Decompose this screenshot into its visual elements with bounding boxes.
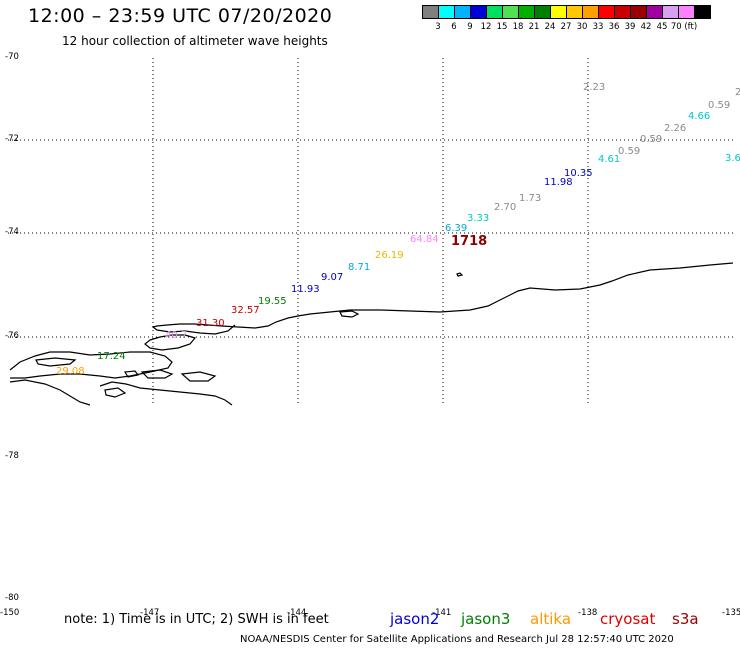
scale-swatch: [646, 5, 663, 19]
footnote: note: 1) Time is in UTC; 2) SWH is in fe…: [64, 612, 329, 627]
scale-label: 27: [560, 22, 572, 32]
scale-swatch: [518, 5, 535, 19]
scale-swatch: [470, 5, 487, 19]
credits-footer: NOAA/NESDIS Center for Satellite Applica…: [240, 634, 674, 645]
color-scale: [422, 5, 711, 19]
legend-altika: altika: [530, 610, 572, 628]
wave-height-label: 2.26: [664, 123, 687, 134]
scale-label: 39: [624, 22, 636, 32]
island-1: [456, 272, 464, 277]
wave-height-label: 3.33: [467, 213, 490, 224]
scale-label: 24: [544, 22, 556, 32]
scale-label: 9: [467, 22, 473, 32]
island-2: [339, 310, 360, 318]
scale-label: 36: [608, 22, 620, 32]
scale-swatch: [614, 5, 631, 19]
scale-label: 6: [451, 22, 457, 32]
scale-swatch: [534, 5, 551, 19]
wave-height-label: 19.55: [258, 296, 287, 307]
scale-swatch: [694, 5, 711, 19]
scale-label: 18: [512, 22, 524, 32]
lon-label: -144: [287, 608, 307, 618]
wave-height-label: 8.71: [348, 262, 371, 273]
coast-west: [9, 351, 173, 379]
scale-swatch: [582, 5, 599, 19]
scale-swatch: [486, 5, 503, 19]
wave-height-label: 4.61: [598, 154, 621, 165]
wave-height-label: 64.84: [410, 234, 439, 245]
scale-swatch: [630, 5, 647, 19]
lat-label: -70: [5, 52, 19, 62]
wave-height-label: 0.59: [640, 134, 663, 145]
lat-label: -72: [5, 134, 19, 144]
wave-height-label: 31.30: [196, 318, 225, 329]
wave-height-label: 0.59: [618, 146, 641, 157]
scale-swatch: [438, 5, 455, 19]
wave-height-label: 2: [735, 87, 740, 98]
scale-label: 30: [576, 22, 588, 32]
map-subtitle: 12 hour collection of altimeter wave hei…: [62, 34, 328, 48]
scale-label: 70 (ft): [670, 22, 698, 32]
scale-label: 21: [528, 22, 540, 32]
island-7: [123, 370, 140, 378]
scale-label: 15: [496, 22, 508, 32]
wave-height-label: 1718: [451, 234, 488, 249]
wave-height-label: 10.35: [564, 168, 593, 179]
scale-label: 42: [640, 22, 652, 32]
lon-label: -138: [578, 608, 598, 618]
wave-height-label: 1.73: [519, 193, 542, 204]
scale-label: 12: [480, 22, 492, 32]
lat-label: -74: [5, 227, 19, 237]
lon-label: -141: [432, 608, 452, 618]
wave-height-label: 0.59: [708, 100, 731, 111]
island-6: [104, 387, 127, 398]
legend-jason2: jason2: [390, 610, 440, 628]
island-5: [180, 371, 217, 382]
scale-swatch: [454, 5, 471, 19]
scale-swatch: [502, 5, 519, 19]
scale-swatch: [662, 5, 679, 19]
lat-label: -80: [5, 593, 19, 603]
coast-southwest: [9, 379, 91, 406]
map-title: 12:00 – 23:59 UTC 07/20/2020: [28, 5, 333, 27]
peninsula-1: [144, 334, 197, 351]
wave-height-label: 11.93: [291, 284, 320, 295]
legend-cryosat: cryosat: [600, 610, 656, 628]
scale-label: 45: [656, 22, 668, 32]
lat-label: -76: [5, 331, 19, 341]
lon-label: -135: [722, 608, 740, 618]
coastline: [9, 262, 734, 406]
scale-swatch: [566, 5, 583, 19]
legend-jason3: jason3: [461, 610, 511, 628]
wave-height-label: 40.7: [165, 330, 188, 341]
wave-height-label: 26.19: [375, 250, 404, 261]
lat-label: -78: [5, 451, 19, 461]
scale-swatch: [422, 5, 439, 19]
wave-height-label: 11.98: [544, 177, 573, 188]
island-3: [35, 357, 77, 367]
lon-label: -150: [0, 608, 20, 618]
color-scale-labels: 3 6 9 12 15 18 21 24 27 30 33 36 39 42 45 70 (ft): [422, 22, 732, 34]
scale-swatch: [678, 5, 695, 19]
scale-label: 3: [435, 22, 441, 32]
wave-height-label: 32.57: [231, 305, 260, 316]
scale-swatch: [598, 5, 615, 19]
scale-label: 33: [592, 22, 604, 32]
wave-height-label: 9.07: [321, 272, 344, 283]
coast-south: [99, 381, 233, 406]
ice-shelf-coast: [151, 262, 734, 335]
island-4: [140, 369, 174, 379]
wave-height-label: 3.6: [725, 153, 740, 164]
wave-height-label: 17.24: [97, 351, 126, 362]
wave-height-label: 29.08: [56, 366, 85, 377]
wave-height-label: 2.23: [583, 82, 606, 93]
wave-height-label: 2.70: [494, 202, 517, 213]
scale-swatch: [550, 5, 567, 19]
wave-height-label: 4.66: [688, 111, 711, 122]
legend-s3a: s3a: [672, 610, 699, 628]
lon-label: -147: [140, 608, 160, 618]
wave-height-label: 6.39: [445, 223, 468, 234]
